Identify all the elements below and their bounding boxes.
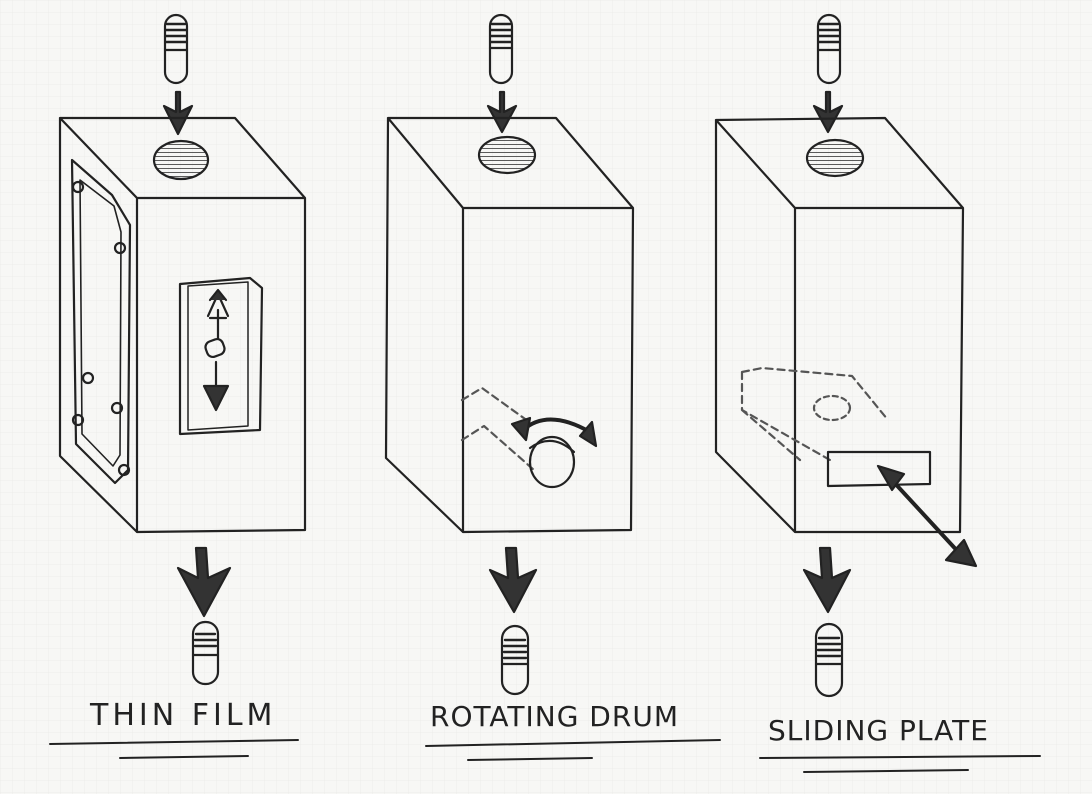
label-thin-film: Thin Film	[90, 698, 277, 733]
capsule-icon	[191, 620, 220, 686]
inlet-hole	[152, 139, 210, 181]
capsule-icon	[163, 13, 189, 85]
double-arrow-icon	[202, 288, 230, 412]
plate-hidden	[740, 366, 890, 462]
inlet-hole	[477, 135, 537, 175]
rotation-arrow-icon	[510, 416, 598, 448]
label-rotating-drum: Rotating Drum	[430, 700, 679, 733]
box-thin-film	[58, 116, 307, 534]
panel-rotating-drum	[384, 13, 721, 761]
down-arrow-icon	[162, 90, 194, 136]
inlet-hole	[805, 138, 865, 178]
down-arrow-icon	[488, 546, 538, 614]
capsule-icon	[816, 13, 842, 85]
down-arrow-icon	[802, 546, 852, 614]
box-rotating-drum	[384, 116, 635, 534]
drum-hidden	[460, 386, 536, 472]
down-arrow-icon	[176, 546, 232, 618]
capsule-icon	[814, 622, 844, 698]
panel-thin-film	[49, 13, 307, 759]
sliding-plate	[826, 450, 932, 488]
film-window	[178, 276, 264, 436]
capsule-icon	[500, 624, 530, 696]
label-sliding-plate: Sliding Plate	[768, 714, 989, 747]
panel-sliding-plate	[714, 13, 1041, 773]
capsule-icon	[488, 13, 514, 85]
drum-end	[528, 435, 576, 489]
double-arrow-icon	[876, 464, 978, 568]
